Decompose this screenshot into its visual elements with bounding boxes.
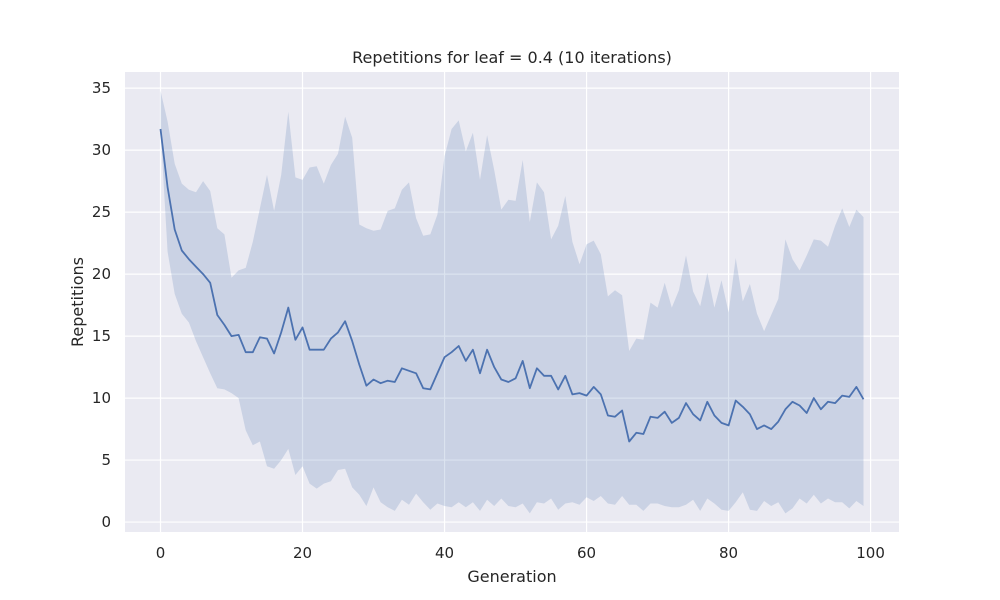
x-tick-label: 80	[719, 544, 738, 562]
y-tick-label: 35	[92, 79, 111, 97]
x-axis-label: Generation	[467, 567, 556, 586]
y-tick-label: 0	[101, 513, 111, 531]
y-tick-label: 10	[92, 389, 111, 407]
y-tick-label: 25	[92, 203, 111, 221]
x-tick-label: 20	[293, 544, 312, 562]
grid	[125, 72, 899, 532]
y-tick-label: 15	[92, 327, 111, 345]
y-tick-label: 30	[92, 141, 111, 159]
y-tick-label: 20	[92, 265, 111, 283]
plot-area	[125, 72, 899, 532]
confidence-band	[160, 90, 864, 514]
x-tick-label: 40	[435, 544, 454, 562]
y-axis-ticks: 0 5 10 15 20 25 30 35	[92, 79, 111, 531]
x-tick-label: 60	[577, 544, 596, 562]
x-tick-label: 0	[156, 544, 166, 562]
y-axis-label: Repetitions	[68, 257, 87, 347]
x-axis-ticks: 0 20 40 60 80 100	[156, 544, 885, 562]
y-tick-label: 5	[101, 451, 111, 469]
mean-line	[159, 128, 865, 443]
x-tick-label: 100	[856, 544, 885, 562]
chart-title: Repetitions for leaf = 0.4 (10 iteration…	[352, 48, 672, 67]
